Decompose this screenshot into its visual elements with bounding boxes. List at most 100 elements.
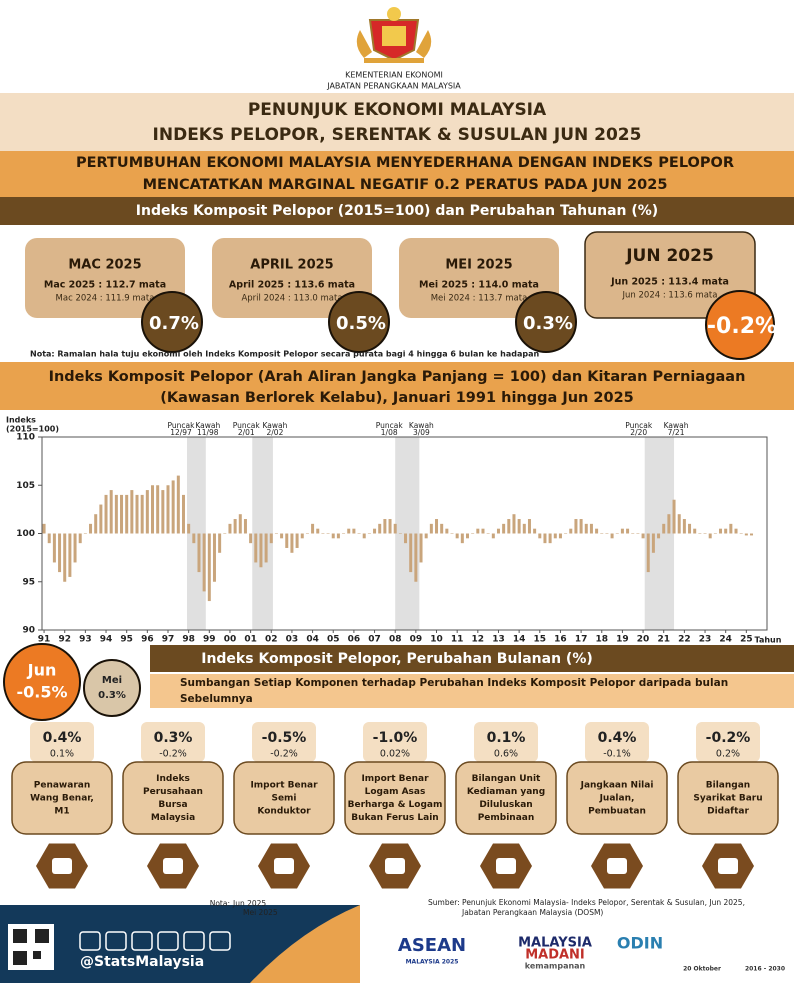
social-icon[interactable]	[183, 931, 205, 951]
bar	[130, 490, 134, 534]
bar	[429, 523, 433, 534]
card-previous: Mac 2024 : 111.9 mata	[56, 294, 155, 304]
card-change: 0.5%	[336, 313, 386, 334]
component-top	[252, 722, 316, 762]
monthly-subtitle: Sumbangan Setiap Komponen terhadap Perub…	[180, 677, 728, 689]
bar	[595, 528, 599, 534]
bar	[243, 519, 247, 534]
bar	[419, 533, 423, 563]
chart-title: Indeks Komposit Pelopor (Arah Aliran Jan…	[49, 369, 746, 385]
card-change: 0.7%	[149, 313, 199, 334]
social-icon[interactable]	[157, 931, 179, 951]
component-box	[455, 761, 557, 835]
bar	[465, 533, 469, 539]
bar	[626, 528, 630, 534]
x-tick-label: 92	[58, 635, 71, 645]
monthly-title: Indeks Komposit Pelopor, Perubahan Bulan…	[201, 651, 593, 667]
bar	[373, 528, 377, 534]
icon-glyph	[52, 858, 72, 874]
bar	[166, 485, 170, 534]
bar	[734, 528, 738, 534]
trough-label: Kawah	[409, 421, 434, 430]
monthly-subtitle: Sebelumnya	[180, 693, 253, 705]
bar	[135, 494, 139, 534]
x-tick-label: 96	[141, 635, 154, 645]
bar	[662, 523, 666, 534]
y-tick-label: 105	[16, 481, 35, 491]
bar	[181, 494, 185, 534]
bar	[739, 533, 743, 534]
bar	[517, 519, 521, 534]
bar	[398, 533, 402, 534]
social-icon[interactable]	[131, 931, 153, 951]
x-tick-label: 10	[430, 635, 443, 645]
component-top	[141, 722, 205, 762]
bar	[109, 490, 113, 534]
bar	[600, 533, 604, 534]
bar	[558, 533, 562, 539]
component-previous: 0.1%	[50, 749, 74, 760]
x-tick-label: 19	[616, 635, 629, 645]
bar	[311, 523, 315, 534]
component-current: -0.2%	[706, 730, 751, 746]
bar	[218, 533, 222, 553]
component-name: Import Benar	[250, 781, 318, 791]
peak-date: 12/97	[170, 428, 192, 437]
bar	[584, 523, 588, 534]
component-current: 0.1%	[487, 730, 526, 746]
bar	[481, 528, 485, 534]
recession-shade	[252, 437, 273, 630]
component-name: Berharga & Logam	[348, 800, 443, 810]
x-tick-label: 12	[472, 635, 485, 645]
x-tick-label: 15	[534, 635, 547, 645]
bar	[228, 523, 232, 534]
note-label: Nota:	[210, 899, 230, 908]
component-name: Pembuatan	[588, 807, 646, 817]
card-previous: April 2024 : 113.0 mata	[241, 294, 342, 304]
bar	[698, 533, 702, 534]
x-tick-label: 16	[554, 635, 567, 645]
bar	[486, 533, 490, 534]
component-box	[344, 761, 446, 835]
card-change: -0.2%	[707, 314, 777, 339]
bar	[708, 533, 712, 539]
bar	[424, 533, 428, 539]
bar	[63, 533, 67, 582]
x-tick-label: 25	[740, 635, 753, 645]
bar	[171, 480, 175, 534]
bar	[512, 514, 516, 534]
social-icon[interactable]	[209, 931, 231, 951]
bar	[496, 528, 500, 534]
peak-label: Puncak	[376, 421, 404, 430]
bar	[357, 533, 361, 534]
bar	[259, 533, 263, 568]
bar	[502, 523, 506, 534]
social-icon[interactable]	[79, 931, 101, 951]
component-top	[30, 722, 94, 762]
bar	[280, 533, 284, 539]
component-box	[233, 761, 335, 835]
bar	[347, 528, 351, 534]
x-tick-label: 06	[348, 635, 361, 645]
x-tick-label: 11	[451, 635, 464, 645]
x-tick-label: 09	[410, 635, 423, 645]
component-name: Diluluskan	[479, 800, 532, 810]
y-tick-label: 95	[22, 577, 35, 587]
title: PENUNJUK EKONOMI MALAYSIA	[248, 100, 547, 120]
section-band	[0, 197, 794, 225]
social-icon[interactable]	[105, 931, 127, 951]
bar	[269, 533, 273, 544]
bar	[620, 528, 624, 534]
x-tick-label: 20	[637, 635, 650, 645]
component-name: Import Benar	[361, 774, 429, 784]
component-previous: 0.2%	[716, 749, 740, 760]
component-name: Semi	[271, 794, 296, 804]
x-tick-label: 97	[162, 635, 175, 645]
bar	[99, 504, 103, 534]
bar	[440, 523, 444, 534]
bar	[646, 533, 650, 573]
footer-bar	[0, 905, 360, 983]
headline-band	[0, 151, 794, 197]
card	[399, 238, 559, 318]
peak-label: Puncak	[625, 421, 653, 430]
